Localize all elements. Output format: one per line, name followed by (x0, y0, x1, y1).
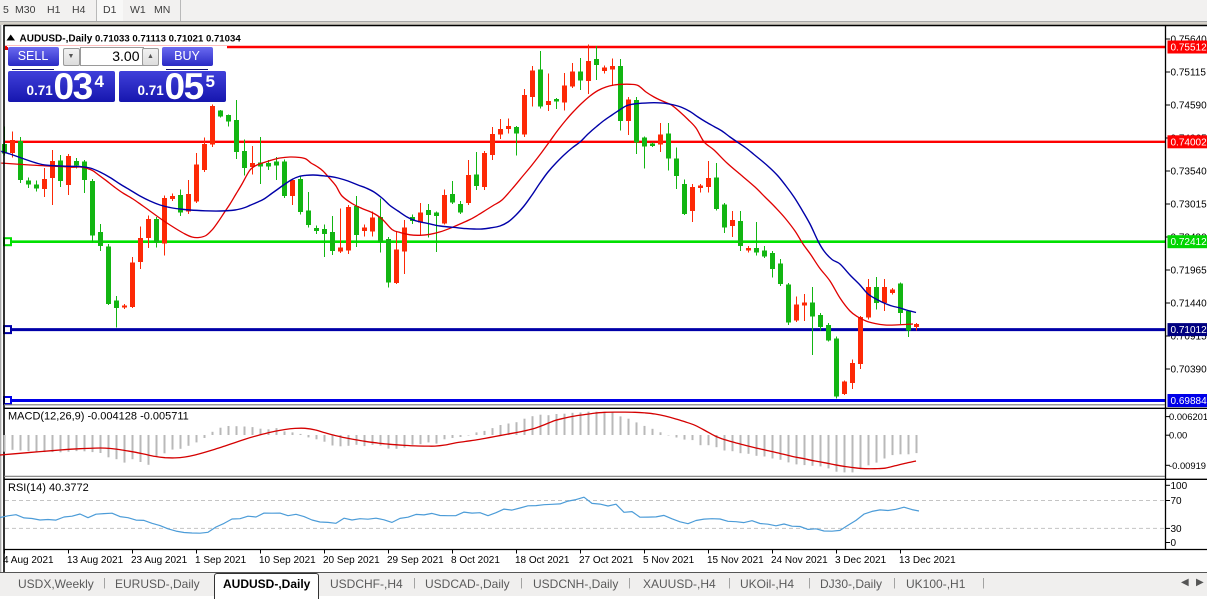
svg-text:0.74002: 0.74002 (1171, 137, 1207, 148)
svg-text:0.006201: 0.006201 (1169, 411, 1207, 422)
svg-text:0.72412: 0.72412 (1171, 237, 1207, 248)
svg-text:10 Sep 2021: 10 Sep 2021 (259, 555, 316, 566)
svg-text:13 Dec 2021: 13 Dec 2021 (899, 555, 956, 566)
svg-text:15 Nov 2021: 15 Nov 2021 (707, 555, 764, 566)
svg-text:AUDUSD-,Daily: AUDUSD-,Daily (20, 34, 93, 45)
svg-text:0: 0 (1171, 538, 1177, 549)
svg-text:20 Sep 2021: 20 Sep 2021 (323, 555, 380, 566)
svg-text:18 Oct 2021: 18 Oct 2021 (515, 555, 570, 566)
svg-text:30: 30 (1171, 524, 1183, 535)
svg-text:0.75115: 0.75115 (1171, 68, 1207, 79)
svg-text:8 Oct 2021: 8 Oct 2021 (451, 555, 500, 566)
svg-text:100: 100 (1171, 481, 1188, 492)
svg-text:0.71440: 0.71440 (1171, 299, 1207, 310)
svg-text:MACD(12,26,9) -0.004128 -0.005: MACD(12,26,9) -0.004128 -0.005711 (8, 411, 189, 423)
svg-text:4 Aug 2021: 4 Aug 2021 (3, 555, 54, 566)
svg-text:-0.00919: -0.00919 (1169, 460, 1206, 471)
svg-text:0.71033 0.71113 0.71021 0.7103: 0.71033 0.71113 0.71021 0.71034 (95, 34, 241, 45)
svg-text:0.69884: 0.69884 (1171, 396, 1207, 407)
svg-text:70: 70 (1171, 496, 1183, 507)
svg-text:RSI(14) 40.3772: RSI(14) 40.3772 (8, 482, 89, 494)
svg-text:0.75512: 0.75512 (1171, 43, 1207, 54)
svg-text:0.70390: 0.70390 (1171, 365, 1207, 376)
svg-text:0.73015: 0.73015 (1171, 200, 1207, 211)
svg-text:1 Sep 2021: 1 Sep 2021 (195, 555, 247, 566)
svg-text:3 Dec 2021: 3 Dec 2021 (835, 555, 887, 566)
svg-text:0.73540: 0.73540 (1171, 167, 1207, 178)
svg-text:24 Nov 2021: 24 Nov 2021 (771, 555, 828, 566)
svg-text:5 Nov 2021: 5 Nov 2021 (643, 555, 695, 566)
svg-text:0.71965: 0.71965 (1171, 266, 1207, 277)
svg-text:27 Oct 2021: 27 Oct 2021 (579, 555, 634, 566)
svg-text:0.74590: 0.74590 (1171, 101, 1207, 112)
svg-text:0.00: 0.00 (1169, 430, 1187, 441)
svg-text:29 Sep 2021: 29 Sep 2021 (387, 555, 444, 566)
svg-text:23 Aug 2021: 23 Aug 2021 (131, 555, 188, 566)
svg-text:13 Aug 2021: 13 Aug 2021 (67, 555, 124, 566)
svg-text:0.71012: 0.71012 (1171, 325, 1207, 336)
